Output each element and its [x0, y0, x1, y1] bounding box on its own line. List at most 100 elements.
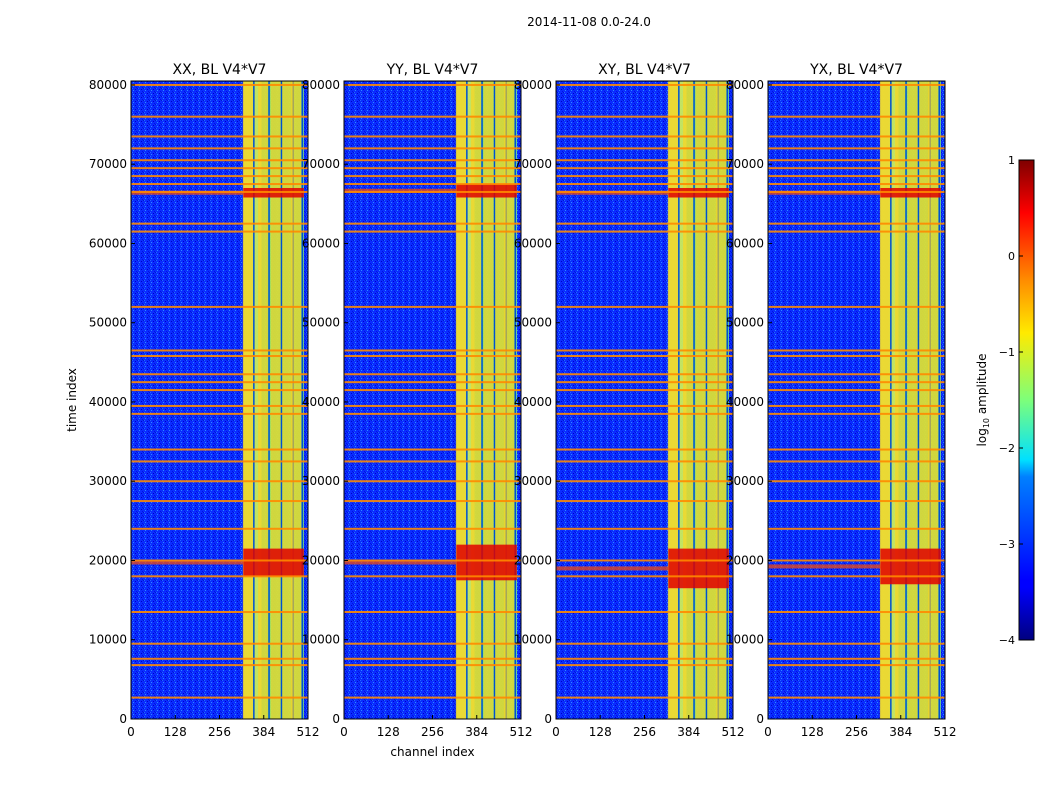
flagged-row-line — [131, 696, 308, 699]
hot-channel-stripe — [879, 81, 890, 719]
y-tick-label: 80000 — [726, 78, 764, 92]
y-tick-label: 40000 — [514, 395, 552, 409]
flagged-row-line — [131, 575, 308, 578]
strong-interference-row — [768, 564, 881, 569]
flagged-row-line — [344, 135, 521, 138]
hot-channel-stripe — [504, 81, 515, 719]
x-tick-label: 0 — [340, 725, 348, 739]
flagged-row-line — [344, 611, 521, 614]
y-tick-label: 0 — [119, 712, 127, 726]
flagged-row-line — [768, 135, 945, 138]
flagged-row-line — [131, 183, 308, 186]
flagged-row-line — [768, 480, 945, 483]
y-tick-label: 20000 — [514, 553, 552, 567]
flagged-row-line — [131, 167, 308, 170]
flagged-row-line — [768, 381, 945, 384]
flagged-row-line — [344, 389, 521, 392]
flagged-row-line — [556, 657, 733, 660]
y-tick-label: 20000 — [89, 553, 127, 567]
x-axis-label: channel index — [390, 745, 474, 759]
flagged-row-line — [556, 527, 733, 530]
x-tick-label: 384 — [465, 725, 488, 739]
flagged-row-line — [768, 373, 945, 376]
colorbar-tick-label: 1 — [1008, 154, 1015, 167]
y-tick-label: 80000 — [302, 78, 340, 92]
flagged-row-line — [131, 159, 308, 162]
flagged-row-line — [556, 115, 733, 118]
flagged-row-line — [131, 230, 308, 233]
flagged-row-line — [131, 611, 308, 614]
flagged-row-line — [344, 175, 521, 178]
flagged-row-line — [556, 448, 733, 451]
strong-interference-row — [131, 560, 244, 565]
heatmap-panel-3: XY, BL V4*V7 0 128 256 384 512 0 10000 20000 3000… — [514, 62, 745, 739]
flagged-row-line — [344, 183, 521, 186]
flagged-row-line — [768, 190, 945, 193]
colorbar-tick-label: −4 — [999, 634, 1015, 647]
y-tick-label: 30000 — [89, 474, 127, 488]
flagged-row-line — [344, 147, 521, 150]
flagged-row-line — [344, 448, 521, 451]
heatmap-panel-2: YY, BL V4*V7 0 128 256 384 512 0 10000 20000 3000… — [302, 62, 533, 759]
y-tick-label: 40000 — [302, 395, 340, 409]
flagged-row-line — [556, 664, 733, 667]
colorbar-label-prefix: log — [975, 428, 989, 446]
flagged-row-line — [344, 381, 521, 384]
x-tick-label: 512 — [722, 725, 745, 739]
flagged-row-line — [768, 404, 945, 407]
flagged-row-line — [344, 349, 521, 352]
y-tick-label: 50000 — [89, 316, 127, 330]
flagged-row-line — [556, 222, 733, 225]
colorbar-tick-label: −1 — [999, 346, 1015, 359]
flagged-row-line — [131, 404, 308, 407]
flagged-row-line — [768, 349, 945, 352]
y-tick-label: 30000 — [726, 474, 764, 488]
flagged-row-line — [768, 527, 945, 530]
hot-channel-stripe — [667, 81, 678, 719]
panel-title: XX, BL V4*V7 — [173, 62, 267, 78]
hot-channel-stripe — [270, 81, 281, 719]
flagged-row-line — [768, 664, 945, 667]
flagged-row-line — [556, 175, 733, 178]
y-tick-label: 60000 — [302, 236, 340, 250]
flagged-row-line — [344, 355, 521, 358]
hot-channel-stripe — [455, 81, 466, 719]
flagged-row-line — [344, 404, 521, 407]
strong-interference-block — [456, 184, 517, 198]
flagged-row-line — [131, 657, 308, 660]
flagged-row-line — [131, 175, 308, 178]
y-tick-label: 50000 — [726, 316, 764, 330]
flagged-row-line — [768, 611, 945, 614]
x-tick-label: 256 — [845, 725, 868, 739]
flagged-row-line — [768, 575, 945, 578]
x-tick-label: 256 — [421, 725, 444, 739]
flagged-row-line — [768, 559, 945, 562]
flagged-row-line — [344, 527, 521, 530]
flagged-row-line — [344, 559, 521, 562]
colorbar: 10−1−2−3−4 log10 amplitude — [975, 154, 1035, 647]
flagged-row-line — [131, 147, 308, 150]
flagged-row-line — [556, 389, 733, 392]
flagged-row-line — [556, 147, 733, 150]
hot-channel-stripe — [683, 81, 694, 719]
flagged-row-line — [344, 115, 521, 118]
flagged-row-line — [344, 305, 521, 308]
y-tick-label: 50000 — [514, 316, 552, 330]
flagged-row-line — [344, 480, 521, 483]
y-tick-label: 40000 — [726, 395, 764, 409]
figure-suptitle: 2014-11-08 0.0-24.0 — [527, 15, 651, 29]
flagged-row-line — [556, 642, 733, 645]
x-tick-label: 384 — [677, 725, 700, 739]
panel-title: YX, BL V4*V7 — [809, 62, 903, 78]
hot-channel-stripe — [282, 81, 293, 719]
flagged-row-line — [131, 115, 308, 118]
x-tick-label: 128 — [589, 725, 612, 739]
flagged-row-line — [344, 230, 521, 233]
shared-y-axis-label: time index — [65, 368, 79, 432]
hot-channel-stripe — [258, 81, 269, 719]
hot-channel-stripe — [291, 81, 302, 719]
y-tick-label: 70000 — [302, 157, 340, 171]
strong-interference-block — [668, 548, 729, 589]
y-tick-label: 70000 — [514, 157, 552, 171]
